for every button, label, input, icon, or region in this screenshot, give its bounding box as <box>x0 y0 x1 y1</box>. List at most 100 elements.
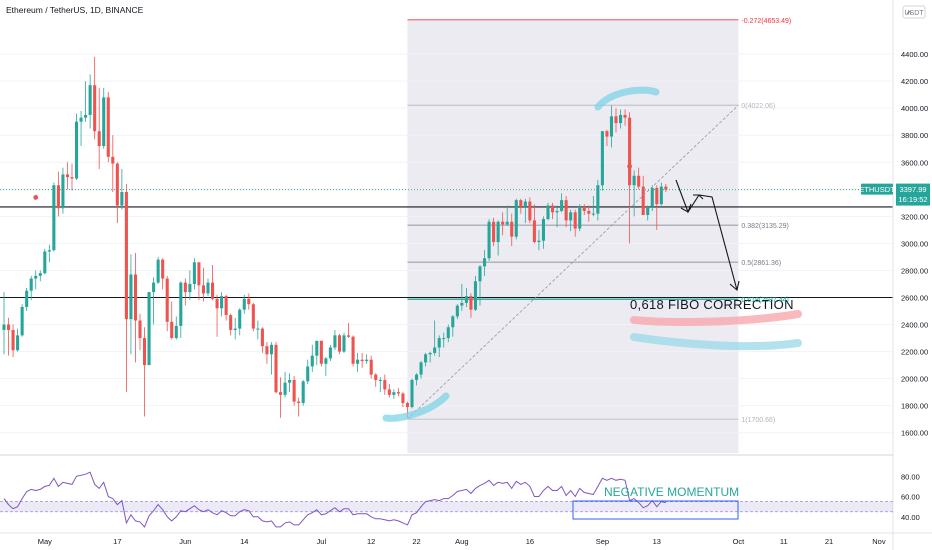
candle <box>492 217 496 247</box>
rsi-pane[interactable]: NEGATIVE MOMENTUM <box>0 471 893 528</box>
candle <box>646 205 650 221</box>
candle <box>297 397 301 417</box>
candle <box>414 373 419 386</box>
candle-body <box>532 220 536 243</box>
candle <box>233 317 237 340</box>
candle-body <box>505 221 509 225</box>
candle <box>70 163 74 191</box>
candle <box>433 320 437 356</box>
price-tick-label: 2000.00 <box>901 375 928 384</box>
candle <box>455 304 459 320</box>
candle-body <box>315 340 319 356</box>
candle-body <box>170 321 174 339</box>
candle <box>650 185 654 211</box>
price-tick-label: 3600.00 <box>901 158 928 167</box>
candle <box>260 327 264 353</box>
candle-body <box>274 344 278 393</box>
arrow-head-icon <box>680 203 692 213</box>
candle-body <box>20 306 24 336</box>
candle <box>519 198 523 214</box>
candle <box>283 371 287 398</box>
candle-body <box>292 379 296 402</box>
candle <box>451 315 455 337</box>
candle-body <box>419 362 423 375</box>
candle-body <box>215 298 219 309</box>
candle-body <box>242 298 246 310</box>
price-tick-label: 4200.00 <box>901 77 928 86</box>
candle <box>410 378 414 409</box>
candle <box>197 262 201 301</box>
candle <box>278 377 283 418</box>
candle-body <box>605 131 609 137</box>
candle <box>383 374 387 395</box>
candle <box>401 392 405 408</box>
candle <box>124 183 128 393</box>
fib-level-label: 1(1700.66) <box>741 417 775 424</box>
candle <box>115 162 119 224</box>
candle-body <box>269 344 274 355</box>
candle-body <box>442 338 446 340</box>
candle <box>88 74 92 129</box>
time-tick-label: 21 <box>825 537 833 546</box>
currency-button[interactable] <box>902 5 926 19</box>
candle <box>473 275 478 312</box>
candle <box>47 244 51 263</box>
candle-body <box>428 352 432 355</box>
candle <box>274 342 278 394</box>
candle-body <box>93 85 97 132</box>
candle-body <box>142 338 147 366</box>
time-tick-label: 14 <box>240 537 248 546</box>
candle <box>628 112 632 244</box>
price-axis[interactable]: 1600.00 1800.00 2000.00 2200.00 2400.00 2600.… <box>892 0 928 550</box>
candle <box>374 373 378 387</box>
candle-body <box>482 258 487 267</box>
candle-body <box>84 114 88 118</box>
time-tick-label: 16 <box>526 537 534 546</box>
candle-body <box>16 335 20 351</box>
candle-body <box>365 359 369 362</box>
candle-body <box>446 327 450 339</box>
candle-body <box>147 292 151 366</box>
candle-body <box>378 379 382 381</box>
candle-body <box>573 212 577 229</box>
fib-level-label: 0.382(3135.29) <box>741 223 788 230</box>
candle <box>52 182 56 252</box>
candle-body <box>247 298 251 305</box>
candle <box>365 354 369 364</box>
candle-body <box>192 262 196 284</box>
candle-body <box>306 366 310 382</box>
candle <box>306 359 310 385</box>
candle-body <box>632 175 636 186</box>
candle <box>152 277 156 325</box>
fibonacci-labels: -0.272(4653.49) 0(4022.06) 0.382(3135.29) 0… <box>741 18 791 424</box>
candle-body <box>43 251 47 274</box>
price-tick-label: 3800.00 <box>901 131 928 140</box>
candle-body <box>74 121 79 179</box>
candle <box>210 265 215 301</box>
candle-body <box>401 393 405 403</box>
candle <box>328 344 332 362</box>
candle-body <box>174 325 178 339</box>
candle <box>614 108 618 133</box>
fibonacci-levels <box>407 19 739 420</box>
candle-body <box>437 338 441 348</box>
candle <box>560 193 564 213</box>
candle-body <box>596 185 600 214</box>
candle <box>609 105 614 148</box>
candle <box>460 283 464 312</box>
candle-body <box>473 281 478 310</box>
candle <box>84 81 88 122</box>
candle-body <box>301 381 305 403</box>
candle <box>396 388 400 397</box>
candle <box>238 308 242 336</box>
candle <box>256 320 260 340</box>
chevron-up-icon <box>906 10 912 15</box>
time-axis[interactable]: May 17 Jun 14 Jul 12 22 Aug 16 Sep 13 Oct 11 21 Nov <box>0 532 932 546</box>
candle <box>387 384 391 398</box>
candle-body <box>210 282 215 299</box>
highlight-stroke-blue <box>630 333 802 351</box>
rsi-axis: 40.00 60.00 80.00 <box>901 472 920 522</box>
candle-body <box>410 379 414 408</box>
candle-body <box>124 192 128 320</box>
